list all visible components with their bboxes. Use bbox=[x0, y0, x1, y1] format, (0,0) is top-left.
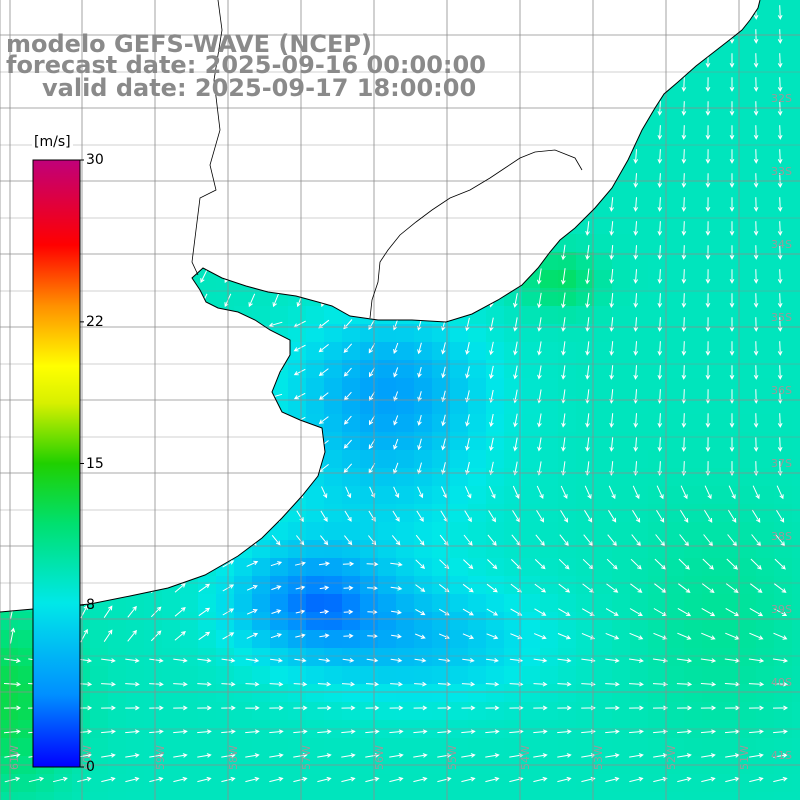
colorbar-tick-label: 30 bbox=[86, 152, 104, 168]
longitude-label: 61W bbox=[8, 745, 21, 770]
title-forecast-date: forecast date: 2025-09-16 00:00:00 bbox=[6, 51, 486, 79]
colorbar bbox=[32, 159, 81, 768]
longitude-label: 52W bbox=[665, 745, 678, 770]
title-model: modelo GEFS-WAVE (NCEP) bbox=[6, 30, 372, 58]
latitude-label: 40S bbox=[771, 676, 792, 689]
longitude-label: 56W bbox=[373, 745, 386, 770]
latitude-label: 36S bbox=[771, 384, 792, 397]
colorbar-tick-label: 0 bbox=[86, 759, 95, 775]
latitude-label: 35S bbox=[771, 311, 792, 324]
latitude-label: 37S bbox=[771, 457, 792, 470]
grid-labels: 32S 33S 34S 35S 36S 37S 38S 39S 40S 41S 61W 60W 59W 5… bbox=[8, 92, 792, 770]
latitude-label: 41S bbox=[771, 749, 792, 762]
country-border bbox=[191, 0, 223, 276]
colorbar-tick-label: 8 bbox=[86, 597, 95, 614]
colorbar-tick-label: 22 bbox=[86, 313, 104, 330]
colorbar-tick-marks bbox=[80, 159, 84, 768]
title-valid-date: valid date: 2025-09-17 18:00:00 bbox=[42, 74, 477, 102]
longitude-label: 53W bbox=[592, 745, 605, 770]
longitude-label: 60W bbox=[81, 745, 94, 770]
latitude-label: 33S bbox=[771, 165, 792, 178]
colorbar-tick-label: 15 bbox=[86, 455, 104, 472]
longitude-label: 54W bbox=[519, 745, 532, 770]
latitude-label: 34S bbox=[771, 238, 792, 251]
latitude-label: 32S bbox=[771, 92, 792, 105]
longitude-label: 59W bbox=[154, 745, 167, 770]
longitude-label: 57W bbox=[300, 745, 313, 770]
latitude-label: 39S bbox=[771, 603, 792, 616]
latitude-label: 38S bbox=[771, 530, 792, 543]
coastline bbox=[0, 0, 761, 613]
country-border bbox=[369, 149, 583, 319]
longitude-label: 58W bbox=[227, 745, 240, 770]
longitude-label: 55W bbox=[446, 745, 459, 770]
longitude-label: 51W bbox=[738, 745, 751, 770]
colorbar-unit: [m/s] bbox=[32, 134, 73, 150]
